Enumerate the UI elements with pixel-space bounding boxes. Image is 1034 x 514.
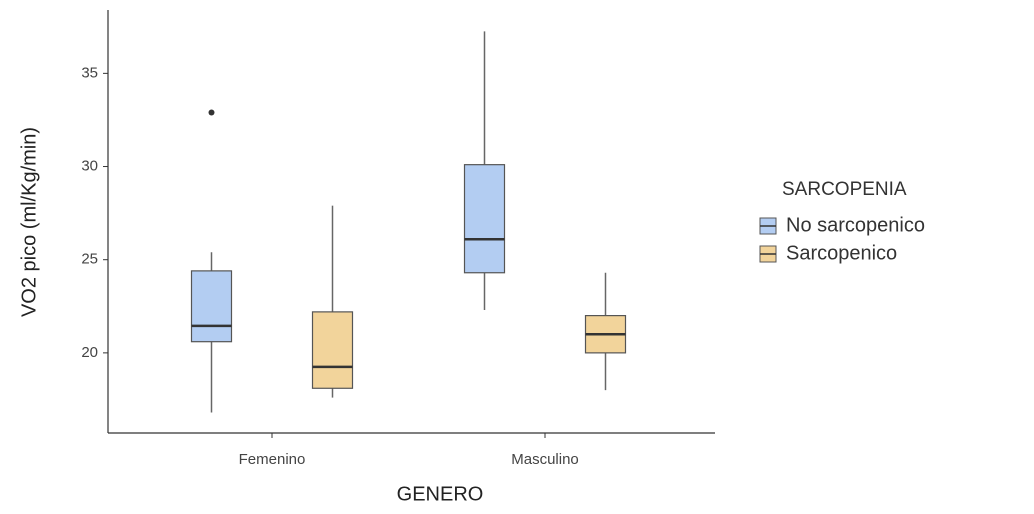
box	[190, 270, 233, 343]
y-axis-title: VO2 pico (ml/Kg/min)	[18, 127, 40, 317]
y-tick-label: 25	[81, 251, 98, 268]
box	[311, 311, 354, 389]
outlier	[208, 109, 215, 116]
x-axis-title: GENERO	[397, 483, 484, 505]
legend-title: SARCOPENIA	[782, 179, 907, 200]
legend-label: Sarcopenico	[786, 242, 897, 264]
legend-label: No sarcopenico	[786, 214, 925, 236]
x-tick-label: Femenino	[239, 451, 306, 468]
box	[463, 164, 506, 274]
y-tick-label: 30	[81, 157, 98, 174]
y-tick-label: 20	[81, 344, 98, 361]
x-tick-label: Masculino	[511, 451, 579, 468]
y-tick-label: 35	[81, 64, 98, 81]
